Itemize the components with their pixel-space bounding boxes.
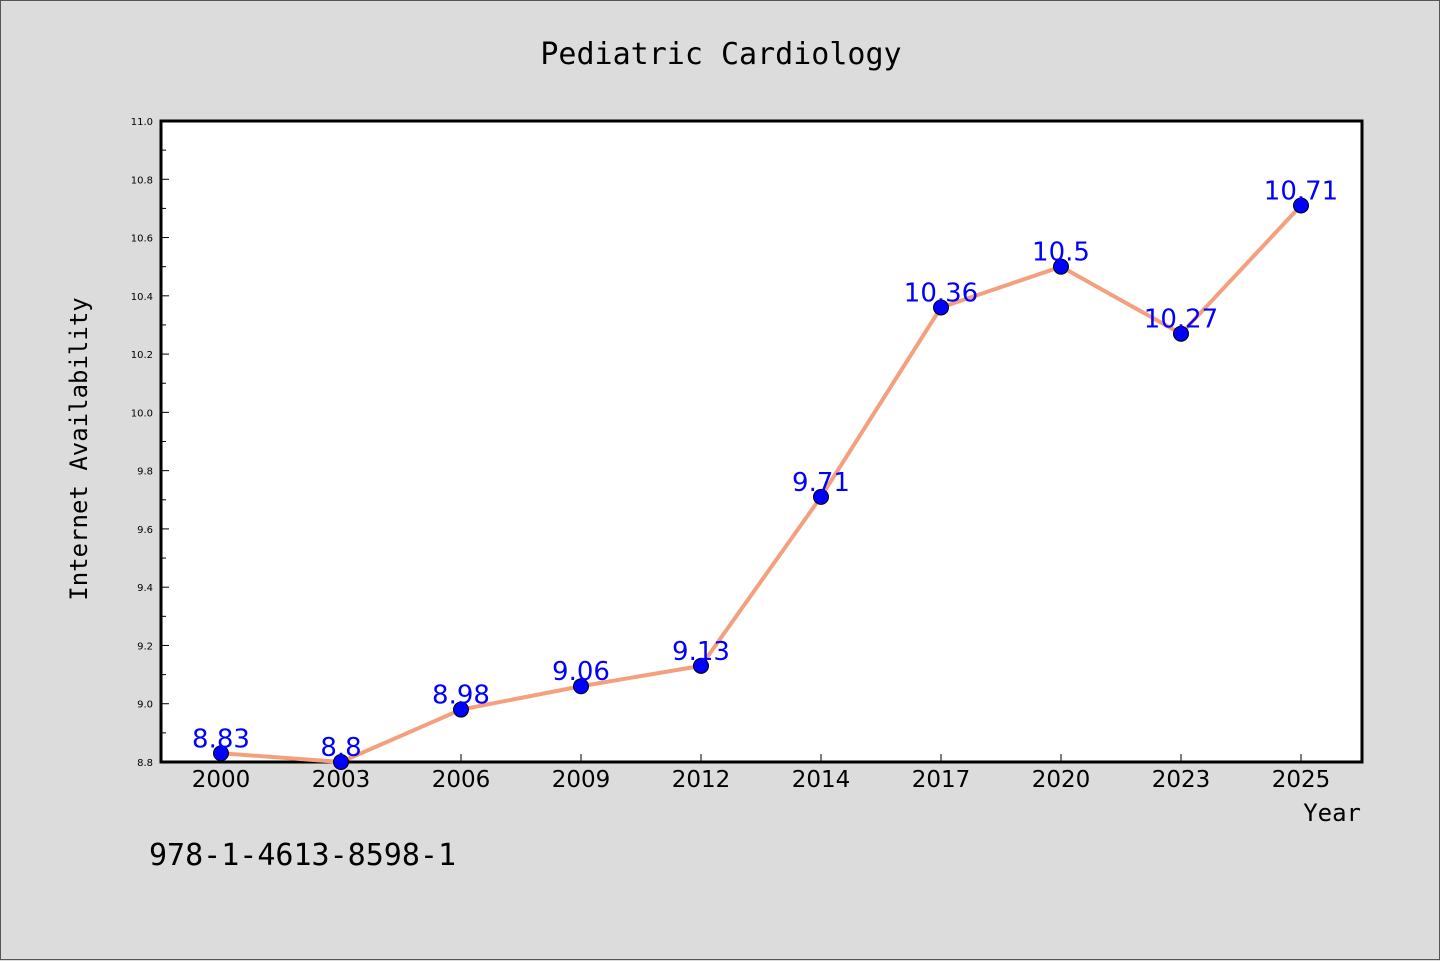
y-tick-label: 9.4 (137, 583, 153, 594)
data-label: 10.27 (1144, 305, 1218, 335)
x-tick-label: 2023 (1152, 767, 1211, 793)
y-tick-label: 10.8 (131, 175, 153, 186)
y-axis-label: Internet Availability (65, 297, 93, 600)
data-label: 9.13 (672, 637, 730, 667)
x-tick-label: 2025 (1272, 767, 1331, 793)
series-line (219, 203, 1303, 764)
data-point (453, 701, 469, 718)
data-label: 10.71 (1264, 176, 1338, 206)
x-tick-label: 2012 (672, 767, 731, 793)
x-tick-label: 2000 (192, 767, 251, 793)
chart-title: Pediatric Cardiology (540, 37, 901, 72)
x-tick-label: 2017 (912, 767, 971, 793)
y-tick-label: 9.2 (137, 641, 153, 652)
x-tick-label: 2014 (792, 767, 851, 793)
data-label: 8.8 (320, 733, 361, 763)
data-point (1173, 325, 1189, 342)
y-tick-label: 8.8 (137, 758, 153, 769)
y-tick-label: 9.6 (137, 525, 153, 536)
x-tick-label: 2006 (432, 767, 491, 793)
data-point (573, 678, 589, 695)
data-point (933, 299, 949, 316)
data-label: 10.5 (1032, 238, 1090, 268)
y-tick-label: 10.6 (131, 234, 153, 245)
plot-area (159, 119, 1364, 764)
y-tick-label: 9.8 (137, 467, 153, 478)
data-point (693, 657, 709, 674)
y-tick-label: 9.0 (137, 700, 153, 711)
isbn-text: 978-1-4613-8598-1 (149, 838, 456, 873)
y-tick-label: 11.0 (131, 117, 153, 128)
x-tick-label: 2020 (1032, 767, 1091, 793)
x-axis-label: Year (1303, 799, 1361, 827)
data-point (1293, 197, 1309, 214)
x-tick-label: 2003 (312, 767, 371, 793)
y-tick-label: 10.0 (131, 408, 153, 419)
data-label: 9.71 (792, 468, 850, 498)
data-label: 8.83 (192, 724, 250, 754)
data-point (813, 488, 829, 505)
data-point (1053, 258, 1069, 275)
data-point (213, 745, 229, 762)
y-axis: 8.8 9.0 9.2 9.4 9.6 9.8 10.0 10.2 10.4 10.6 10.8 11… (131, 117, 169, 769)
data-point (333, 754, 349, 770)
data-label: 9.06 (552, 657, 610, 687)
x-axis: 2000 2003 2006 2009 2012 2014 2017 2020 2023 2025 (192, 754, 1331, 793)
data-label: 8.98 (432, 681, 490, 711)
series-layer: 8.83 8.8 8.98 9.06 9.13 9.71 10.36 10.5 10.27 10.… (192, 176, 1338, 770)
data-label: 10.36 (904, 278, 978, 308)
x-tick-label: 2009 (552, 767, 611, 793)
y-tick-label: 10.2 (131, 350, 153, 361)
y-tick-label: 10.4 (131, 292, 153, 303)
